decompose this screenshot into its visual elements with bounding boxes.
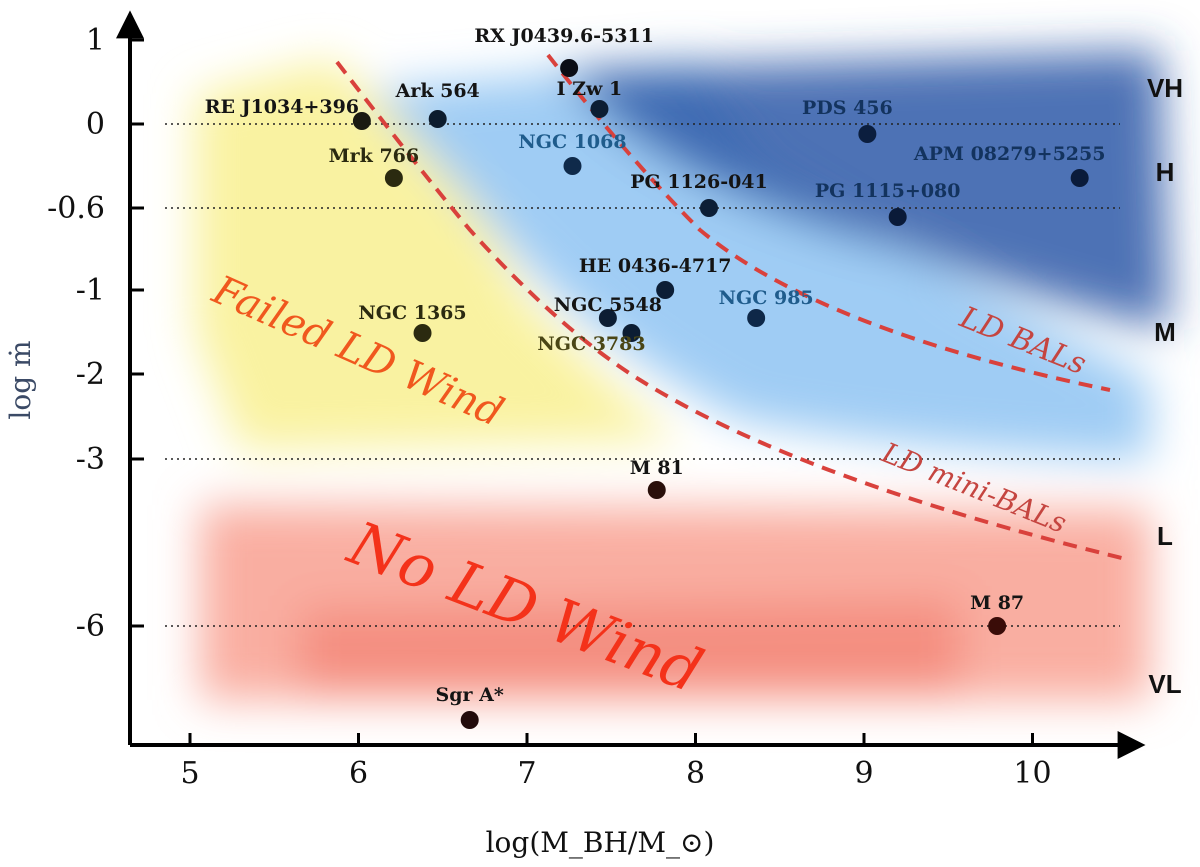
y-tick-label: -6: [76, 609, 105, 644]
point-label-i-zw-1: I Zw 1: [557, 78, 623, 100]
point-pg-1126-041: [700, 199, 718, 217]
point-label-mrk-766: Mrk 766: [329, 145, 419, 167]
y-tick-label: -0.6: [47, 191, 105, 226]
point-label-sgr-a-: Sgr A*: [436, 684, 504, 706]
point-label-he-0436-4717: HE 0436-4717: [579, 255, 732, 277]
point-apm-08279-5255: [1071, 169, 1089, 187]
point-ngc-985: [747, 309, 765, 327]
point-label-m-87: M 87: [970, 592, 1024, 614]
band-label-m: M: [1154, 317, 1176, 347]
point-i-zw-1: [590, 100, 608, 118]
point-pds-456: [858, 125, 876, 143]
point-ngc-1068: [563, 157, 581, 175]
x-tick-label: 5: [180, 756, 199, 791]
point-label-pds-456: PDS 456: [802, 97, 893, 119]
x-tick-label: 6: [349, 756, 368, 791]
point-ark-564: [429, 110, 447, 128]
x-tick-label: 7: [517, 756, 536, 791]
y-axis-title: log ṁ: [4, 340, 37, 419]
x-tick-label: 10: [1013, 756, 1051, 791]
y-tick-label: -2: [76, 357, 105, 392]
point-label-rx-j0439-6-5311: RX J0439.6-5311: [474, 25, 654, 47]
y-tick-label: 1: [86, 23, 105, 58]
point-ngc-1365: [414, 324, 432, 342]
point-label-pg-1115-080: PG 1115+080: [815, 180, 961, 202]
y-tick-label: 0: [86, 107, 105, 142]
band-label-h: H: [1156, 157, 1175, 187]
band-label-l: L: [1157, 521, 1173, 551]
point-pg-1115-080: [889, 208, 907, 226]
point-label-ngc-5548: NGC 5548: [554, 294, 662, 316]
point-rx-j0439-6-5311: [560, 59, 578, 77]
x-axis-title: log(M_BH/M_⊙): [486, 826, 715, 859]
point-m-87: [988, 617, 1006, 635]
point-label-ngc-1068: NGC 1068: [518, 131, 626, 153]
point-mrk-766: [385, 169, 403, 187]
x-tick-label: 9: [854, 756, 873, 791]
point-label-apm-08279-5255: APM 08279+5255: [913, 143, 1106, 165]
point-sgr-a-: [461, 711, 479, 729]
point-label-m-81: M 81: [630, 457, 684, 479]
point-label-ngc-3783: NGC 3783: [537, 333, 645, 355]
y-tick-label: -3: [76, 442, 105, 477]
band-label-vl: VL: [1148, 669, 1181, 699]
point-label-ngc-1365: NGC 1365: [358, 302, 466, 324]
x-tick-label: 8: [686, 756, 705, 791]
point-m-81: [648, 481, 666, 499]
point-label-re-j1034-396: RE J1034+396: [205, 96, 359, 118]
point-label-pg-1126-041: PG 1126-041: [630, 171, 768, 193]
band-label-vh: VH: [1147, 73, 1183, 103]
y-tick-label: -1: [76, 273, 105, 308]
point-label-ngc-985: NGC 985: [719, 287, 814, 309]
point-label-ark-564: Ark 564: [395, 80, 480, 102]
